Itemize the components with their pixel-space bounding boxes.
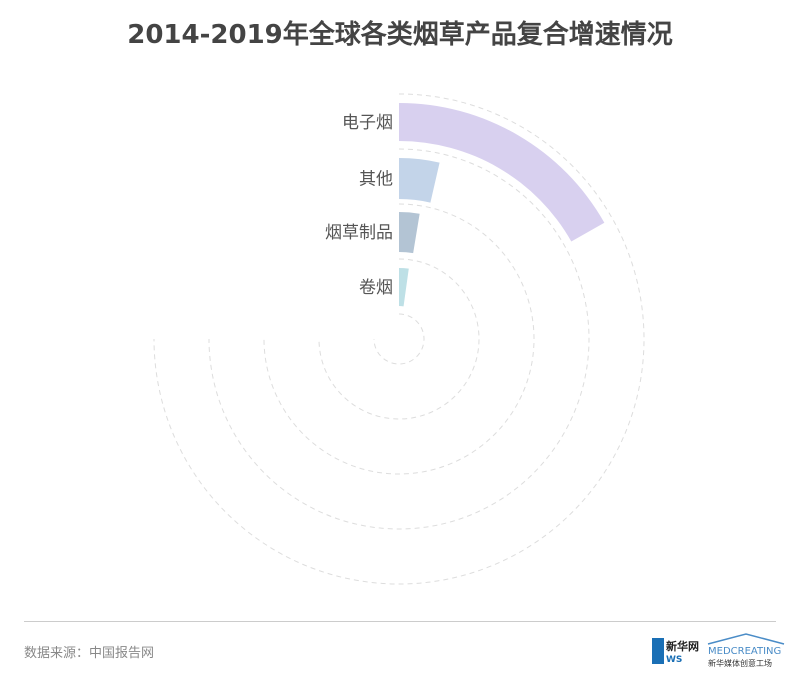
grid-ring <box>373 313 425 365</box>
svg-text:MEDCREATING: MEDCREATING <box>708 646 781 657</box>
bar-2[interactable] <box>399 212 420 254</box>
publisher-logos: 新华网 WS MEDCREATING 新华媒体创意工场 <box>652 633 785 668</box>
bar-3[interactable] <box>399 268 409 307</box>
grid-ring <box>208 148 590 530</box>
svg-text:新华媒体创意工场: 新华媒体创意工场 <box>708 658 772 668</box>
bar-1[interactable] <box>399 158 440 203</box>
grid-ring <box>153 93 645 585</box>
category-label: 其他 <box>359 170 393 190</box>
category-label: 电子烟 <box>342 113 393 133</box>
xinhuanet-logo: 新华网 WS <box>652 638 699 665</box>
chart-title: 2014-2019年全球各类烟草产品复合增速情况 <box>127 20 673 50</box>
medcreating-logo: MEDCREATING 新华媒体创意工场 <box>707 633 785 668</box>
footer-divider <box>24 621 776 622</box>
category-label: 卷烟 <box>359 278 393 298</box>
data-source: 数据来源：中国报告网 <box>24 646 155 661</box>
grid-ring <box>318 258 480 420</box>
svg-text:WS: WS <box>666 655 682 665</box>
grid-ring <box>263 203 535 475</box>
category-label: 烟草制品 <box>325 223 393 243</box>
svg-text:新华网: 新华网 <box>666 639 699 653</box>
bar-0[interactable] <box>399 103 605 242</box>
